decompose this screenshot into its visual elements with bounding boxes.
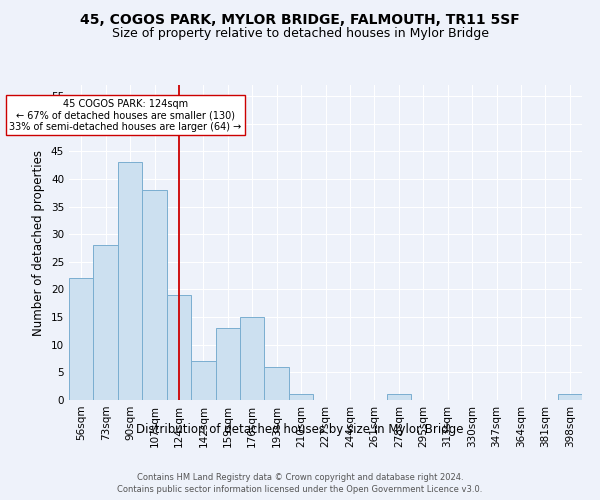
Y-axis label: Number of detached properties: Number of detached properties [32,150,46,336]
Text: Size of property relative to detached houses in Mylor Bridge: Size of property relative to detached ho… [112,28,488,40]
Bar [289,394,313,400]
Text: Contains public sector information licensed under the Open Government Licence v3: Contains public sector information licen… [118,485,482,494]
Text: 45 COGOS PARK: 124sqm
← 67% of detached houses are smaller (130)
33% of semi-det: 45 COGOS PARK: 124sqm ← 67% of detached … [9,99,241,132]
Bar [142,190,167,400]
Bar [94,246,118,400]
Bar [167,295,191,400]
Text: 45, COGOS PARK, MYLOR BRIDGE, FALMOUTH, TR11 5SF: 45, COGOS PARK, MYLOR BRIDGE, FALMOUTH, … [80,12,520,26]
Bar [386,394,411,400]
Bar [240,317,265,400]
Bar [69,278,94,400]
Bar [118,162,142,400]
Bar [557,394,582,400]
Bar [215,328,240,400]
Bar [191,362,215,400]
Text: Distribution of detached houses by size in Mylor Bridge: Distribution of detached houses by size … [136,422,464,436]
Bar [265,367,289,400]
Text: Contains HM Land Registry data © Crown copyright and database right 2024.: Contains HM Land Registry data © Crown c… [137,472,463,482]
